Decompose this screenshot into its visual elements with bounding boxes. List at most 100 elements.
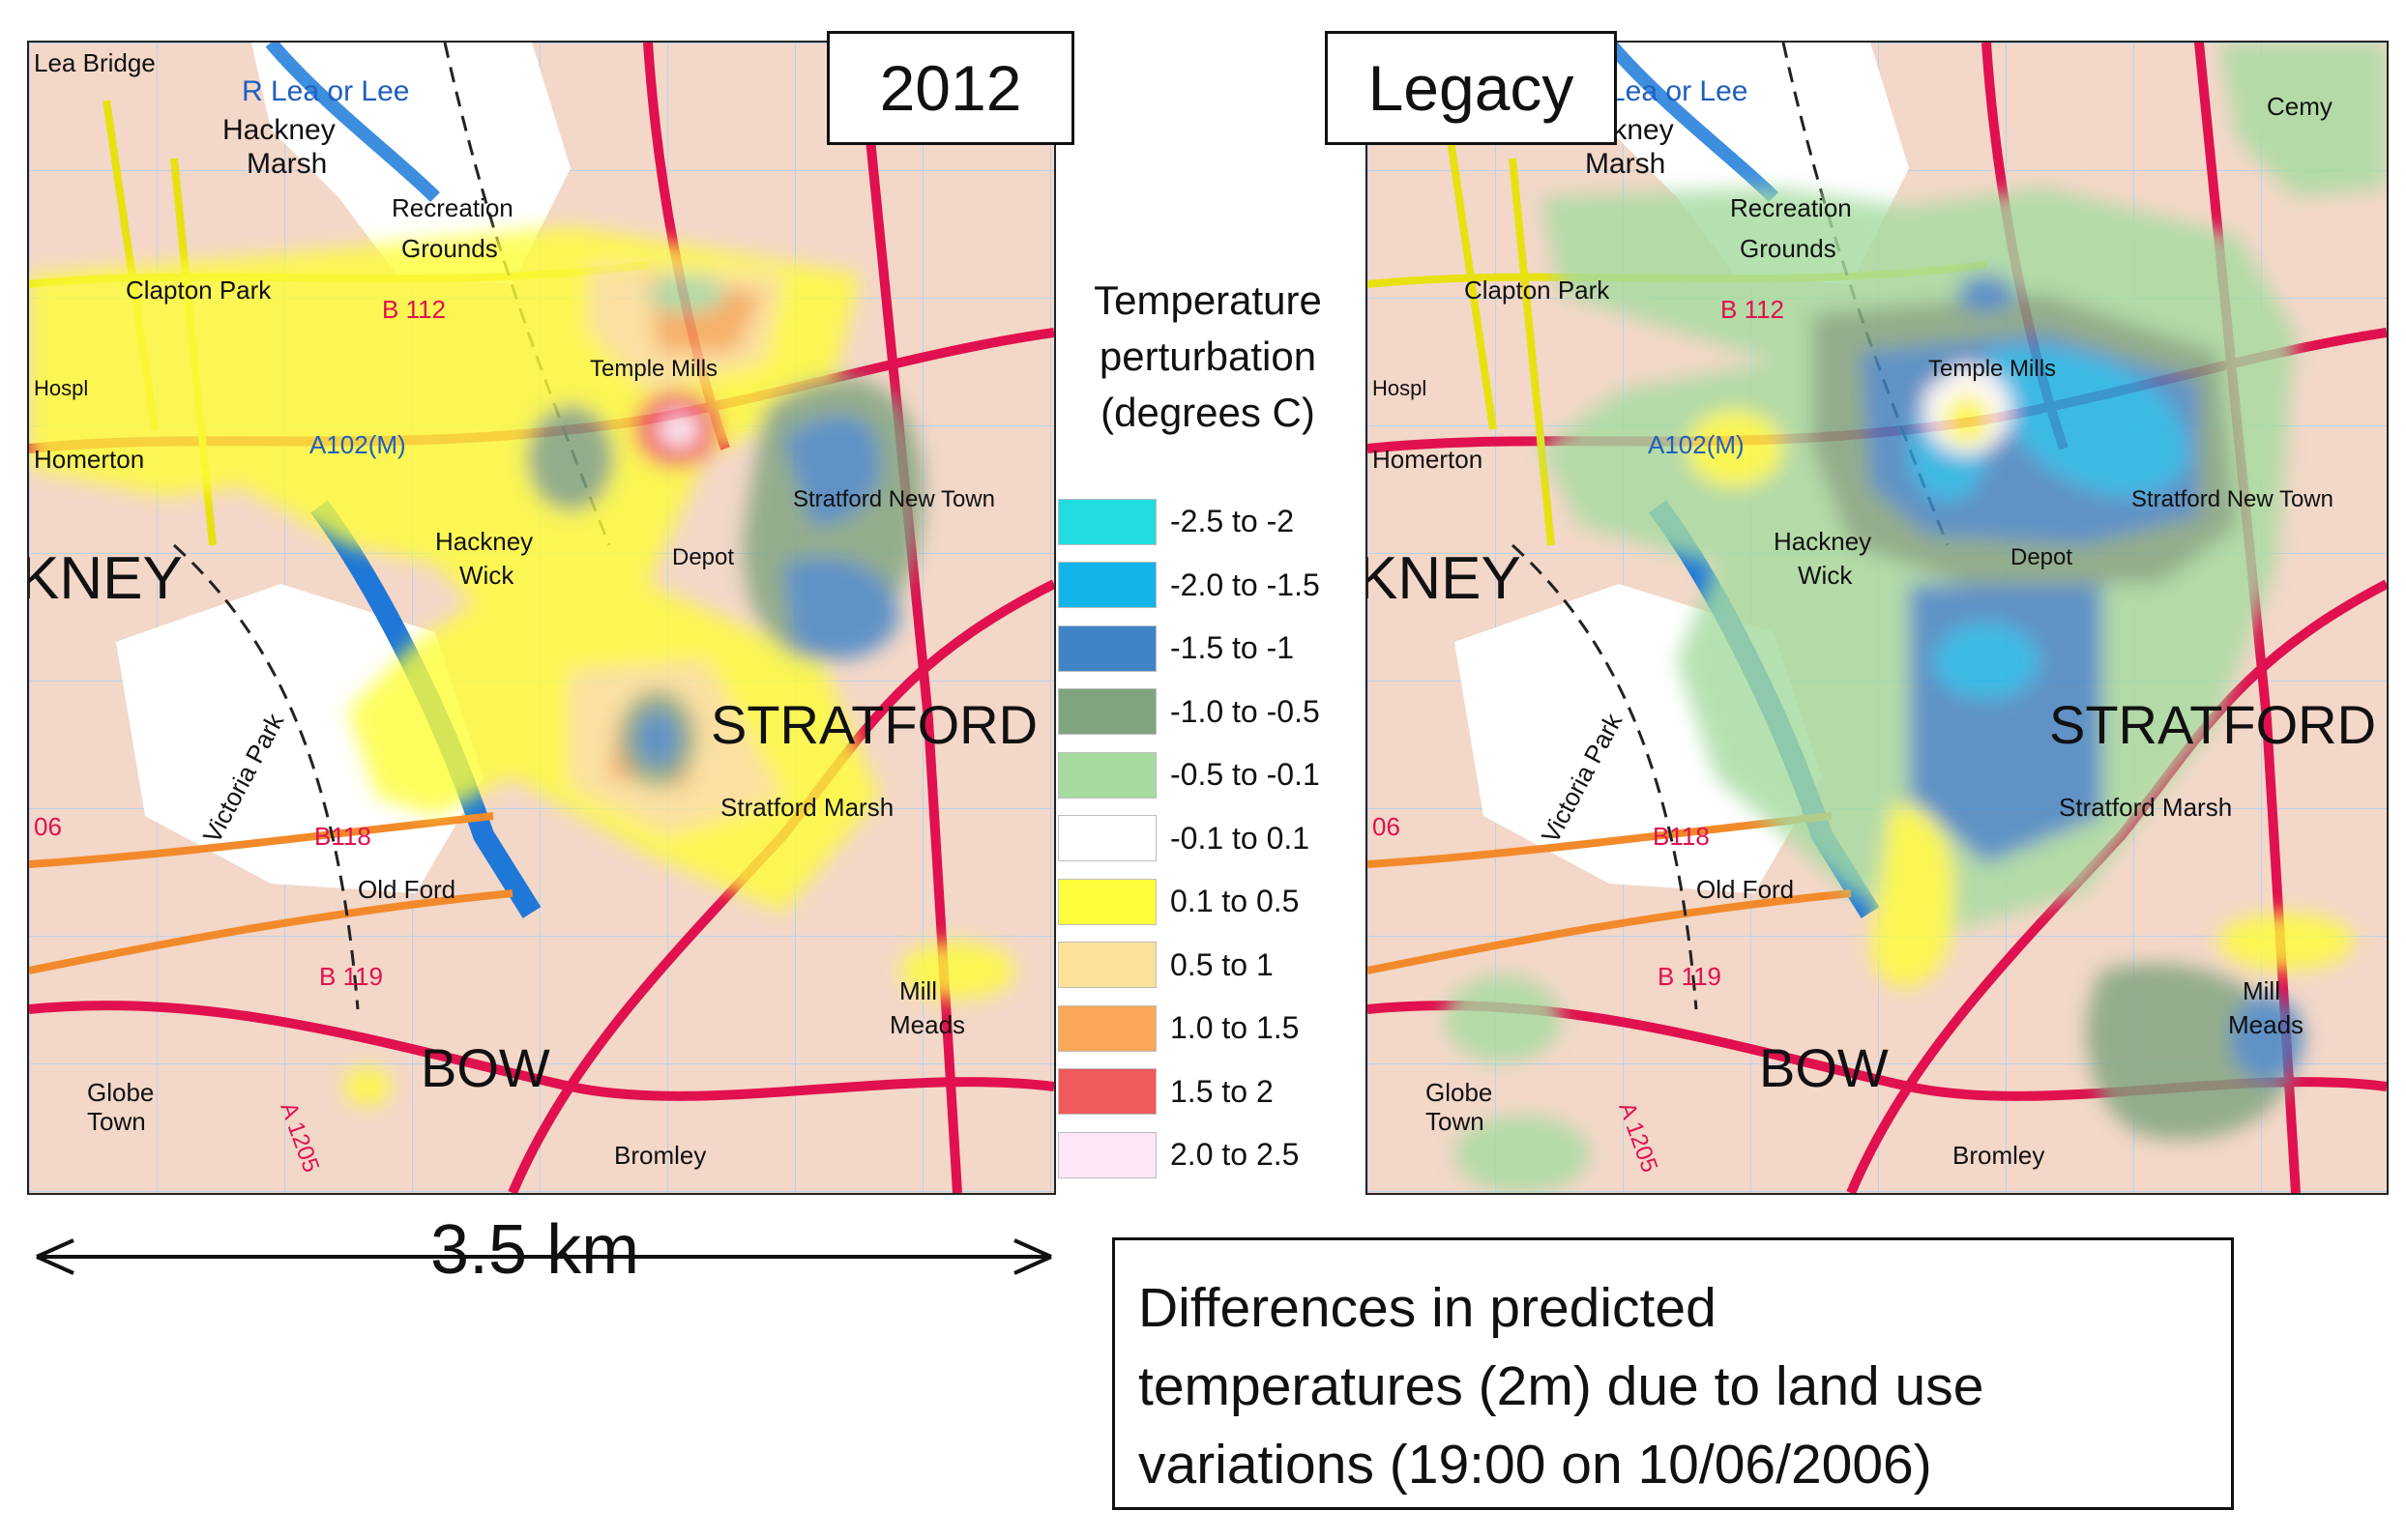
label-stratford-marsh-right: Stratford Marsh (2059, 793, 2232, 822)
label-bromley: Bromley (614, 1141, 706, 1170)
label-recreation-2: Grounds (401, 234, 498, 263)
legend-item: -2.0 to -1.5 (1058, 554, 1377, 618)
label-hackney-wick-2: Wick (459, 561, 514, 590)
scale-bar-label: 3.5 km (430, 1211, 640, 1289)
label-homerton-right: Homerton (1372, 445, 1482, 474)
caption-box: Differences in predicted temperatures (2… (1112, 1237, 2234, 1510)
label-bromley-right: Bromley (1952, 1141, 2044, 1170)
label-a102m: A102(M) (309, 430, 406, 459)
map-title-2012: 2012 (827, 31, 1074, 145)
legend-item: 0.1 to 0.5 (1058, 870, 1377, 934)
label-globe-town-1: Globe (87, 1078, 154, 1107)
map-legacy-canvas: Lea Bridge R Lea or Lee Hackney Marsh Re… (1367, 43, 2387, 1193)
label-recreation-1: Recreation (392, 193, 513, 222)
legend-swatch (1058, 878, 1157, 925)
legend-item: -0.5 to -0.1 (1058, 743, 1377, 807)
label-b118: B118 (314, 822, 371, 851)
label-stratford-new-town-right: Stratford New Town (2131, 486, 2333, 512)
label-river-lea: R Lea or Lee (242, 75, 409, 107)
legend-swatch (1058, 942, 1157, 989)
legend-swatch (1058, 815, 1157, 862)
label-stratford-right: STRATFORD (2049, 694, 2376, 755)
legend-item: 0.5 to 1 (1058, 934, 1377, 998)
label-clapton-park: Clapton Park (126, 276, 272, 305)
legend-swatch (1058, 1068, 1157, 1116)
legend-swatch (1058, 688, 1157, 736)
map-legacy: Lea Bridge R Lea or Lee Hackney Marsh Re… (1365, 41, 2389, 1195)
label-hackney-wick-1: Hackney (435, 527, 533, 556)
legend-label: -2.0 to -1.5 (1170, 567, 1320, 602)
label-hospl: Hospl (34, 376, 88, 400)
legend-item: -2.5 to -2 (1058, 490, 1377, 554)
label-mill-meads-2: Meads (890, 1010, 965, 1039)
label-old-ford: Old Ford (358, 875, 455, 904)
label-stratford-new-town: Stratford New Town (793, 486, 995, 512)
label-hackney-marsh-1: Hackney (222, 114, 336, 146)
label-kney-right: KNEY (1367, 545, 1521, 612)
label-b118-right: B118 (1653, 822, 1710, 851)
label-b119: B 119 (319, 962, 383, 991)
legend-label: -0.5 to -0.1 (1170, 757, 1320, 793)
label-lea-bridge: Lea Bridge (34, 48, 156, 77)
label-globe-town-2-right: Town (1425, 1107, 1484, 1136)
legend-label: 0.1 to 0.5 (1170, 884, 1300, 919)
legend-label: 1.0 to 1.5 (1170, 1010, 1300, 1046)
label-hackney-marsh-2-right: Marsh (1585, 148, 1665, 180)
label-mill-meads-1-right: Mill (2243, 976, 2280, 1005)
legend-item: -0.1 to 0.1 (1058, 807, 1377, 871)
label-cemy: Cemy (2267, 92, 2333, 121)
label-globe-town-1-right: Globe (1425, 1078, 1492, 1107)
legend-swatch (1058, 562, 1157, 609)
label-homerton: Homerton (34, 445, 144, 474)
legend-item: 1.0 to 1.5 (1058, 997, 1377, 1061)
label-hackney-marsh-2: Marsh (247, 148, 327, 180)
legend-label: 2.0 to 2.5 (1170, 1137, 1300, 1173)
label-depot: Depot (672, 544, 734, 570)
map-title-legacy: Legacy (1325, 31, 1617, 145)
legend-swatch (1058, 751, 1157, 799)
label-b119-right: B 119 (1658, 962, 1721, 991)
legend-label: -2.5 to -2 (1170, 504, 1295, 539)
label-stratford: STRATFORD (711, 694, 1038, 755)
label-recreation-1-right: Recreation (1730, 193, 1852, 222)
legend-swatch (1058, 498, 1157, 545)
label-hospl-right: Hospl (1372, 376, 1426, 400)
map-2012: Lea Bridge R Lea or Lee Hackney Marsh Re… (27, 41, 1056, 1195)
label-06-right: 06 (1372, 812, 1400, 841)
label-hackney-wick-1-right: Hackney (1774, 527, 1871, 556)
label-temple-mills: Temple Mills (590, 356, 718, 382)
legend-item: 1.5 to 2 (1058, 1061, 1377, 1124)
legend-label: 0.5 to 1 (1170, 946, 1274, 982)
legend-label: -0.1 to 0.1 (1170, 820, 1310, 856)
label-temple-mills-right: Temple Mills (1928, 356, 2056, 382)
label-mill-meads-2-right: Meads (2228, 1010, 2303, 1039)
legend-label: -1.0 to -0.5 (1170, 693, 1320, 729)
label-recreation-2-right: Grounds (1740, 234, 1836, 263)
label-bow: BOW (421, 1037, 550, 1098)
label-06: 06 (34, 812, 62, 841)
label-depot-right: Depot (2010, 544, 2072, 570)
legend-swatch (1058, 1131, 1157, 1178)
scale-bar-arrow-left (36, 1238, 74, 1275)
legend-title: Temperature perturbation (degrees C) (1059, 273, 1357, 441)
legend-item: -1.5 to -1 (1058, 617, 1377, 681)
label-kney: KNEY (29, 545, 183, 612)
legend-title-line: (degrees C) (1100, 390, 1315, 435)
label-b112: B 112 (382, 295, 446, 324)
label-b112-right: B 112 (1720, 295, 1784, 324)
caption-line: variations (19:00 on 10/06/2006) (1138, 1434, 1932, 1496)
legend-title-line: perturbation (1099, 334, 1317, 379)
label-globe-town-2: Town (87, 1107, 146, 1136)
legend-item: 2.0 to 2.5 (1058, 1123, 1377, 1187)
scale-bar (36, 1238, 1052, 1275)
legend-label: -1.5 to -1 (1170, 630, 1295, 666)
scale-bar-arrow-right (1013, 1238, 1052, 1275)
label-stratford-marsh: Stratford Marsh (720, 793, 894, 822)
label-old-ford-right: Old Ford (1696, 875, 1794, 904)
legend-item: -1.0 to -0.5 (1058, 681, 1377, 744)
caption-line: temperatures (2m) due to land use (1138, 1355, 1984, 1417)
label-mill-meads-1: Mill (899, 976, 937, 1005)
legend-title-line: Temperature (1094, 277, 1322, 323)
label-clapton-park-right: Clapton Park (1464, 276, 1610, 305)
label-bow-right: BOW (1759, 1037, 1889, 1098)
